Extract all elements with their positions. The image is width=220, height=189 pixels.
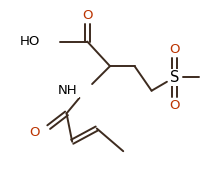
Text: O: O	[29, 126, 40, 139]
Text: O: O	[169, 99, 180, 112]
Text: O: O	[169, 43, 180, 56]
Text: O: O	[82, 9, 93, 22]
Text: S: S	[170, 70, 179, 85]
Text: NH: NH	[58, 84, 78, 97]
Text: HO: HO	[20, 35, 40, 48]
